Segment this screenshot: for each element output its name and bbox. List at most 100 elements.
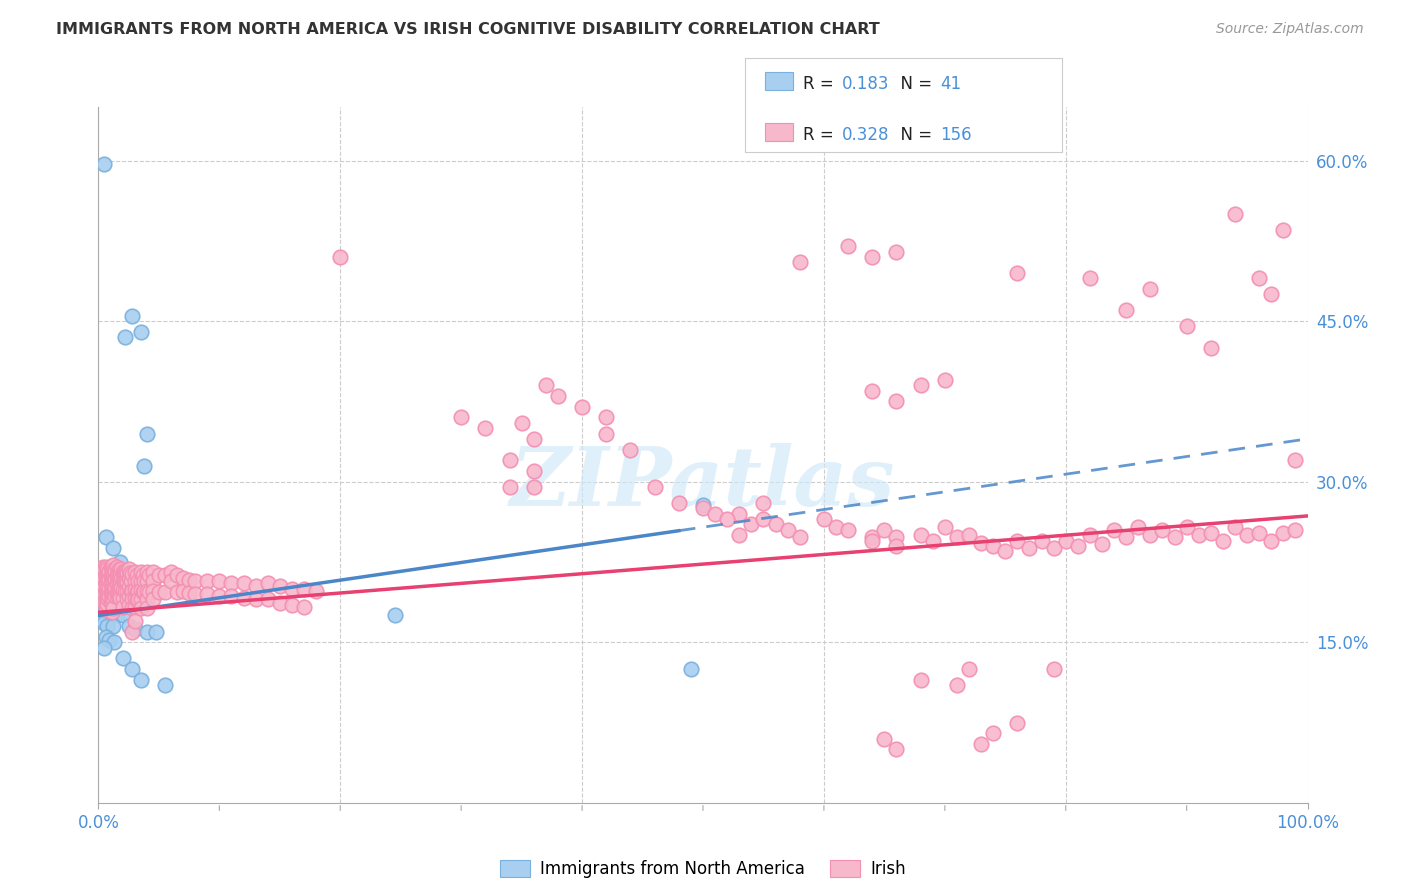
Point [103,571,125,585]
Point [1284,453,1306,467]
Point [145,624,167,639]
Point [245,578,267,592]
Point [97,574,120,589]
Point [108,562,131,576]
Point [886,539,908,553]
Point [704,507,727,521]
Point [142,583,165,598]
Point [124,623,146,637]
Point [96,597,118,611]
Point [135,601,157,615]
Point [132,567,155,582]
Point [934,519,956,533]
Point [129,592,152,607]
Point [547,389,569,403]
Point [269,578,291,592]
Point [153,567,176,582]
Point [1223,519,1246,533]
Point [498,480,520,494]
Point [886,742,908,756]
Point [96,571,118,585]
Point [1249,526,1271,541]
Point [111,582,134,597]
Point [970,737,993,751]
Point [93,615,115,630]
Point [1272,223,1295,237]
Point [1067,539,1090,553]
Point [946,530,969,544]
Point [107,565,129,579]
Text: 156: 156 [941,126,972,144]
Point [166,567,188,582]
Point [910,378,932,392]
Point [329,250,352,264]
Point [752,512,775,526]
Point [668,496,690,510]
Point [1007,715,1029,730]
Point [886,244,908,259]
Point [1054,533,1077,548]
Point [142,574,165,589]
Point [108,598,131,612]
Point [105,587,128,601]
Point [245,592,267,607]
Point [138,567,160,582]
Point [135,426,157,441]
Point [1152,523,1174,537]
Point [121,583,143,598]
Point [124,565,146,579]
Point [94,560,117,574]
Point [105,569,128,583]
Point [208,589,231,603]
Point [1031,533,1053,548]
Point [221,589,243,603]
Point [100,571,122,585]
Point [127,585,149,599]
Point [94,576,117,591]
Point [129,574,152,589]
Point [93,587,115,601]
Point [100,594,122,608]
Point [679,662,702,676]
Point [94,566,117,580]
Point [1115,303,1137,318]
Point [105,608,128,623]
Point [93,571,115,585]
Point [93,580,115,594]
Point [101,575,124,590]
Point [134,583,156,598]
Point [129,601,152,615]
Point [93,157,115,171]
Point [1007,266,1029,280]
Point [172,571,194,585]
Point [1212,533,1234,548]
Point [118,580,141,594]
Point [100,608,122,623]
Point [124,582,146,597]
Point [110,562,132,576]
Point [281,598,304,612]
Point [110,581,132,595]
Point [124,599,146,614]
Point [118,619,141,633]
Legend: Immigrants from North America, Irish: Immigrants from North America, Irish [494,854,912,885]
Point [1042,541,1064,555]
Point [160,574,183,589]
Point [127,593,149,607]
Point [110,571,132,585]
Point [269,596,291,610]
Point [93,598,115,612]
Point [789,530,811,544]
Point [94,594,117,608]
Point [195,574,218,589]
Point [825,519,848,533]
Point [105,576,128,591]
Point [1007,533,1029,548]
Point [208,574,231,589]
Point [153,678,176,692]
Point [98,564,121,578]
Point [94,569,117,583]
Point [107,591,129,605]
Point [153,585,176,599]
Point [498,453,520,467]
